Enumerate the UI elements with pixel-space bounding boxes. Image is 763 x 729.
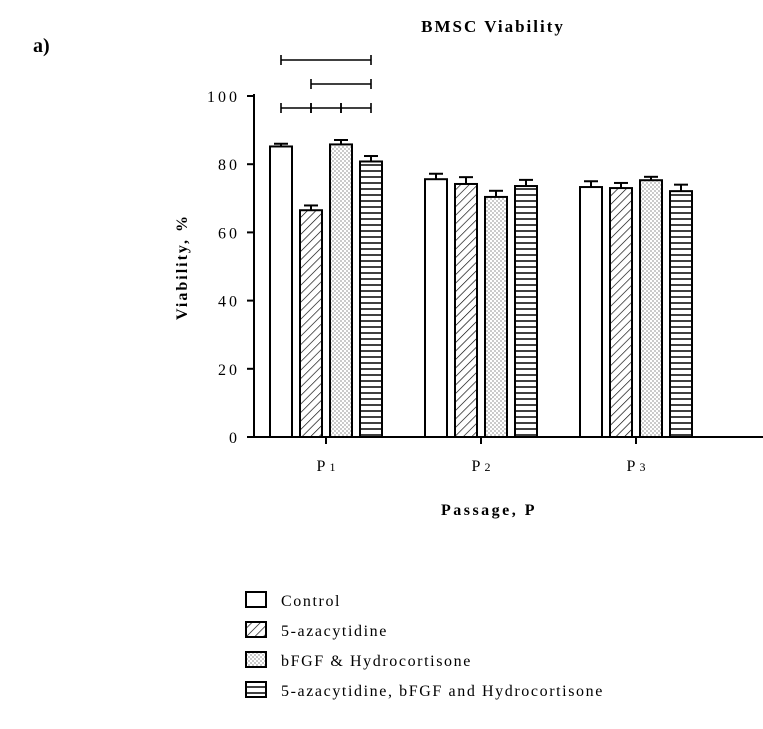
bar (609, 187, 633, 438)
y-axis-label: Viability, % (174, 214, 191, 320)
legend-swatch (245, 621, 267, 638)
bars-group (269, 138, 693, 439)
legend-swatch (245, 591, 267, 608)
legend-item: bFGF & Hydrocortisone (245, 651, 472, 670)
legend-label: bFGF & Hydrocortisone (281, 653, 472, 670)
y-tick-label: 100 (207, 89, 240, 106)
y-tick-label: 20 (218, 362, 240, 379)
significance-bracket (280, 103, 312, 113)
bar (579, 186, 603, 438)
bar (484, 195, 508, 438)
legend-item: 5-azacytidine (245, 621, 388, 640)
legend-label: Control (281, 593, 341, 610)
bar (454, 182, 478, 438)
significance-bracket (310, 103, 342, 113)
significance-brackets (280, 55, 372, 113)
legend-item: 5-azacytidine, bFGF and Hydrocortisone (245, 681, 604, 700)
bar (299, 209, 323, 438)
bar (329, 143, 353, 438)
bar (424, 178, 448, 438)
legend-swatch (245, 651, 267, 668)
y-tick-label: 80 (218, 157, 240, 174)
legend-label: 5-azacytidine (281, 623, 388, 640)
panel-label: a) (33, 35, 50, 57)
x-axis-label: Passage, P (441, 502, 537, 519)
y-tick-label: 0 (229, 430, 240, 447)
bar (359, 160, 383, 439)
significance-bracket (280, 55, 372, 65)
bar (639, 179, 663, 439)
legend-label: 5-azacytidine, bFGF and Hydrocortisone (281, 683, 604, 700)
legend: Control 5-azacytidine bFGF & Hydrocortison… (245, 591, 604, 700)
bar (669, 190, 693, 438)
significance-bracket (310, 79, 372, 89)
bar (269, 145, 293, 439)
significance-bracket (340, 103, 372, 113)
legend-item: Control (245, 591, 341, 610)
legend-swatch (245, 681, 267, 698)
y-tick-label: 40 (218, 294, 240, 311)
bar (514, 185, 538, 438)
chart-title: BMSC Viability (421, 17, 565, 36)
y-tick-label: 60 (218, 225, 240, 242)
